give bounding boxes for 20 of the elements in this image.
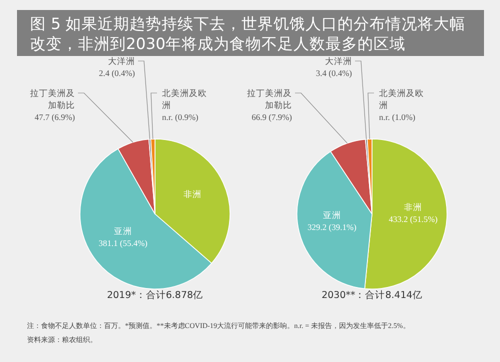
data-label: 329.2 (39.1%)	[308, 222, 357, 232]
data-label: n.r. (1.0%)	[379, 112, 416, 122]
slice-label: 拉丁美洲及加勒比	[30, 88, 75, 110]
data-label: 433.2 (51.5%)	[388, 214, 438, 224]
data-label: 2.4 (0.4%)	[98, 68, 136, 78]
slice-label: 非洲	[404, 202, 422, 212]
slice-label: 拉丁美洲及加勒比	[247, 88, 292, 110]
slice-label: 非洲	[184, 188, 202, 199]
slice-label: 亚洲	[322, 210, 341, 220]
slice-label: 大洋洲	[108, 56, 135, 66]
slice-label: 亚洲	[114, 226, 132, 236]
data-label: 381.1 (55.4%)	[98, 238, 148, 248]
slice-label: 大洋洲	[325, 56, 352, 66]
data-label: n.r. (0.9%)	[162, 112, 199, 122]
data-label: 3.4 (0.4%)	[316, 68, 352, 78]
text: 2030**：合计8.414亿	[322, 289, 422, 301]
data-label: 66.9 (7.9%)	[252, 112, 292, 122]
text: 2019*：合计6.878亿	[106, 289, 204, 301]
text: 图 5 如果近期趋势持续下去，世界饥饿人口的分布情况将大幅改变，非洲到2030年将成为食物不足人数最多的区域	[30, 15, 466, 53]
data-label: 47.7 (6.9%)	[34, 112, 76, 122]
